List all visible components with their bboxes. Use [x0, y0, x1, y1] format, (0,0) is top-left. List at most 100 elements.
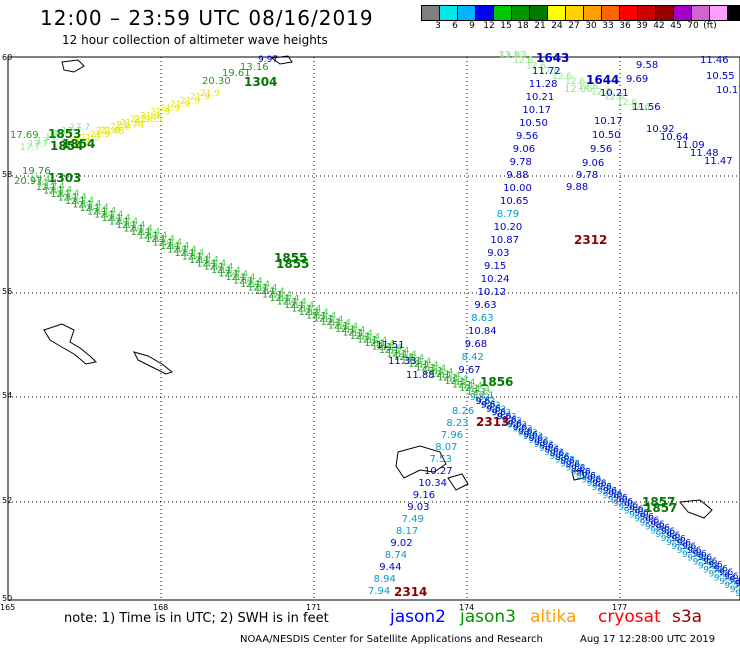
- pass-label: 1855: [274, 251, 307, 265]
- swh-reading: 12.1: [36, 183, 56, 193]
- swh-reading: 21.9: [160, 104, 180, 114]
- swh-reading: 11.4: [89, 203, 109, 213]
- latitude-label: 60: [2, 53, 12, 62]
- swh-reading: 11.4: [140, 228, 160, 238]
- swh-reading: 17.7: [28, 140, 48, 150]
- scale-label: 36: [619, 21, 631, 31]
- swh-reading: 11.4: [206, 259, 226, 269]
- swh-reading: 9.53: [560, 460, 580, 470]
- swh-reading: 12.1: [474, 391, 494, 401]
- swh-reading: 9.6: [550, 449, 565, 459]
- swh-reading: 12.1: [109, 218, 129, 228]
- swh-reading: 8.17: [396, 526, 418, 537]
- swh-reading: 9.6: [650, 520, 665, 530]
- swh-reading: 11.56: [632, 102, 661, 113]
- swh-reading: 11.4: [30, 175, 50, 185]
- swh-reading: 11.4: [411, 357, 431, 367]
- swh-reading: 21.9: [110, 122, 130, 132]
- swh-reading: 9.53: [709, 569, 729, 579]
- swh-reading: 9.6: [497, 412, 512, 422]
- swh-reading: 9.02: [390, 538, 412, 549]
- swh-reading: 9.88: [566, 182, 588, 193]
- swh-reading: 9.53: [650, 526, 670, 536]
- swh-reading: 12.1: [219, 270, 239, 280]
- swh-reading: 8.26: [452, 406, 474, 417]
- swh-reading: 12.1: [408, 360, 428, 370]
- swh-reading: 9.06: [582, 158, 604, 169]
- swh-reading: 9.6: [481, 401, 496, 411]
- swh-reading: 9.6: [724, 572, 739, 582]
- swh-reading: 7.96: [441, 430, 463, 441]
- swh-reading: 12.1: [131, 228, 151, 238]
- swh-reading: 11.4: [67, 193, 87, 203]
- swh-reading: 9.58: [636, 60, 658, 71]
- swh-reading: 9.53: [523, 432, 543, 442]
- swh-reading: 10.21: [600, 88, 629, 99]
- swh-reading: 8.23: [446, 418, 468, 429]
- swh-reading: 20.30: [202, 76, 231, 87]
- swh-reading: 9.53: [507, 420, 527, 430]
- pass-label: 1857: [642, 495, 675, 509]
- swh-reading: 12.1: [292, 304, 312, 314]
- swh-reading: 12.1: [94, 211, 114, 221]
- swh-reading: 12.1: [58, 193, 78, 203]
- island-outline: [270, 55, 293, 65]
- swh-reading: 9.53: [624, 507, 644, 517]
- swh-reading: 11.4: [59, 189, 79, 199]
- swh-reading: 9.53: [613, 499, 633, 509]
- scale-label: 70: [687, 21, 699, 31]
- scale-label: 6: [452, 21, 458, 31]
- swh-reading: 9.6: [714, 564, 729, 574]
- swh-reading: 12.1: [262, 290, 282, 300]
- swh-reading: 9.53: [518, 428, 538, 438]
- swh-reading: 17.69: [10, 130, 39, 141]
- swh-reading: 9.6: [566, 460, 581, 470]
- swh-reading: 10.24: [481, 274, 510, 285]
- longitude-label: 177: [612, 603, 627, 612]
- swh-reading: 10.87: [490, 235, 519, 246]
- swh-reading: 21.9: [140, 111, 160, 121]
- swh-reading: 10.12: [478, 287, 507, 298]
- swh-reading: 12.1: [189, 256, 209, 266]
- swh-reading: 9.16: [413, 490, 435, 501]
- swh-reading: 11.4: [419, 361, 439, 371]
- swh-reading: 7.53: [430, 454, 452, 465]
- swh-reading: 9.44: [379, 562, 401, 573]
- swh-reading: 11.4: [250, 280, 270, 290]
- swh-reading: 12.1: [197, 259, 217, 269]
- credit-line: NOAA/NESDIS Center for Satellite Applica…: [240, 634, 543, 645]
- swh-reading: 12.1: [146, 235, 166, 245]
- swh-reading: 9.6: [666, 531, 681, 541]
- swh-reading: 12.1: [343, 329, 363, 339]
- scale-label: 15: [500, 21, 512, 31]
- swh-reading: 11.4: [441, 371, 461, 381]
- swh-reading: 9.56: [516, 131, 538, 142]
- island-outline: [133, 351, 174, 375]
- swh-reading: 9.6: [518, 427, 533, 437]
- swh-reading: 12.1: [467, 388, 487, 398]
- swh-reading: 11.4: [353, 329, 373, 339]
- swh-reading: 9.6: [682, 542, 697, 552]
- swh-reading: 9.6: [508, 419, 523, 429]
- swh-reading: 11.4: [404, 354, 424, 364]
- scale-label: 24: [551, 21, 563, 31]
- scale-label: 30: [585, 21, 597, 31]
- swh-reading: 9.53: [497, 413, 517, 423]
- swh-reading: 11.4: [257, 284, 277, 294]
- swh-reading: 9.6: [719, 568, 734, 578]
- swh-reading: 9.53: [634, 515, 654, 525]
- swh-reading: 11.4: [45, 182, 65, 192]
- swh-reading: 11.4: [221, 266, 241, 276]
- swh-reading: 17.7: [70, 123, 90, 133]
- swh-reading: 9.6: [608, 490, 623, 500]
- swh-reading: 9.6: [545, 445, 560, 455]
- swh-reading: 9.67: [458, 365, 480, 376]
- swh-reading: 9.6: [656, 523, 671, 533]
- scale-label: 18: [517, 21, 529, 31]
- swh-reading: 9.69: [626, 74, 648, 85]
- swh-reading: 11.4: [265, 287, 285, 297]
- swh-reading: 9.78: [576, 170, 598, 181]
- swh-reading: 12.1: [306, 311, 326, 321]
- swh-reading: 9.6: [629, 505, 644, 515]
- swh-reading: 21.9: [80, 134, 100, 144]
